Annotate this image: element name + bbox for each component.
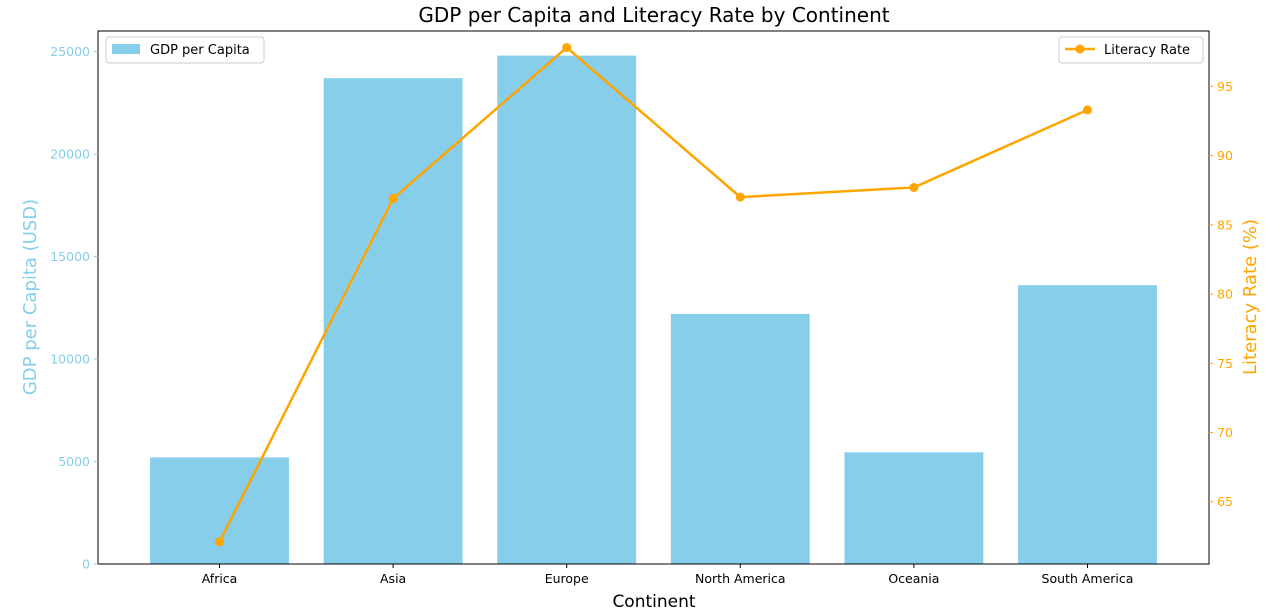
x-axis-label: Continent: [612, 592, 695, 612]
literacy-point-north-america: [735, 192, 745, 202]
legend-gdp: GDP per Capita: [105, 36, 265, 64]
x-tick-label: North America: [695, 571, 786, 586]
plot-frame: [97, 30, 1210, 565]
gdp-bar-north-america: [670, 313, 810, 564]
legend-gdp-swatch: [112, 44, 140, 54]
gdp-bar-south-america: [1018, 285, 1157, 564]
literacy-point-asia: [388, 194, 398, 204]
y-right-tick-label: 95: [1217, 79, 1233, 94]
literacy-point-europe: [562, 43, 572, 53]
y-left-tick-label: 0: [82, 557, 90, 572]
y-axis-left-label: GDP per Capita (USD): [20, 199, 41, 395]
x-tick-label: Africa: [202, 571, 238, 586]
gdp-bar-europe: [497, 55, 637, 564]
y-left-tick-label: 15000: [50, 249, 90, 264]
gdp-bar-oceania: [844, 452, 984, 564]
y-right-tick-label: 70: [1217, 425, 1233, 440]
literacy-point-africa: [215, 537, 225, 547]
y-right-tick-label: 80: [1217, 287, 1233, 302]
y-right-tick-label: 65: [1217, 494, 1233, 509]
literacy-point-south-america: [1082, 105, 1092, 115]
y-axis-right-label: Literacy Rate (%): [1240, 219, 1261, 375]
y-right-tick-label: 75: [1217, 356, 1233, 371]
x-tick-label: Europe: [545, 571, 589, 586]
x-tick-label: Asia: [380, 571, 406, 586]
gdp-bar-africa: [150, 457, 289, 564]
y-left-tick-label: 5000: [58, 454, 90, 469]
legend-gdp-label: GDP per Capita: [150, 43, 250, 58]
gdp-bar-asia: [323, 78, 463, 565]
chart-title: GDP per Capita and Literacy Rate by Cont…: [418, 3, 889, 27]
x-tick-label: Oceania: [888, 571, 939, 586]
legend-literacy-marker: [1075, 44, 1085, 54]
y-right-tick-label: 85: [1217, 217, 1233, 232]
y-left-tick-label: 10000: [50, 352, 90, 367]
literacy-point-oceania: [909, 182, 919, 192]
y-left-tick-label: 25000: [50, 44, 90, 59]
y-left-tick-label: 20000: [50, 147, 90, 162]
literacy-rate-line: [218, 46, 1088, 543]
y-right-tick-label: 90: [1217, 148, 1233, 163]
x-tick-label: South America: [1042, 571, 1134, 586]
legend-literacy: Literacy Rate: [1058, 36, 1204, 64]
legend-literacy-label: Literacy Rate: [1104, 43, 1190, 58]
